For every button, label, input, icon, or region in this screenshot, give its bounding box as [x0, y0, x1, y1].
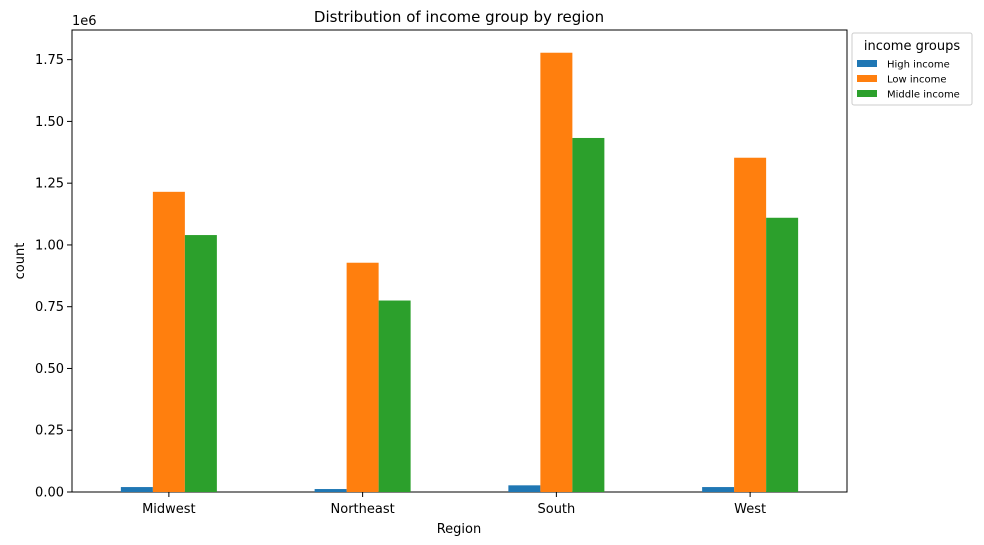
- legend-swatch: [857, 75, 877, 82]
- plot-frame: [71, 29, 848, 493]
- y-tick-label: 0.00: [35, 486, 64, 501]
- bar-low-income: [346, 262, 379, 492]
- x-axis: Midwest Northeast South West: [142, 492, 766, 517]
- legend-label: Middle income: [887, 90, 960, 101]
- bar-low-income: [540, 52, 573, 493]
- bar-middle-income: [766, 217, 799, 492]
- y-offset-label: 1e6: [72, 14, 97, 29]
- legend-frame: [851, 32, 973, 106]
- y-axis: 0.00 0.25 0.50 0.75 1.00 1.25 1.50 1.75: [35, 53, 72, 501]
- plot-area: 0.00 0.25 0.50 0.75 1.00 1.25 1.50 1.75 Midwest…: [35, 29, 848, 517]
- legend-items: High income Low income Middle income: [857, 60, 960, 101]
- bar-high-income: [120, 487, 153, 492]
- legend: income groups High income Low income Middl…: [851, 32, 973, 106]
- bars: [120, 52, 799, 493]
- legend-label: Low income: [887, 75, 947, 86]
- legend-label: High income: [887, 60, 950, 71]
- y-tick-label: 0.50: [35, 362, 64, 377]
- x-tick-label: South: [537, 502, 575, 517]
- bar-middle-income: [572, 137, 605, 492]
- bar-middle-income: [378, 300, 411, 492]
- bar-high-income: [702, 487, 735, 492]
- y-tick-label: 1.75: [35, 53, 64, 68]
- y-tick-label: 1.50: [35, 115, 64, 130]
- bar-high-income: [508, 485, 541, 492]
- x-tick-label: Midwest: [142, 502, 196, 517]
- chart-title: Distribution of income group by region: [314, 8, 604, 26]
- bar-low-income: [734, 157, 767, 492]
- x-axis-label: Region: [437, 522, 482, 537]
- y-tick-label: 0.75: [35, 300, 64, 315]
- y-tick-label: 1.00: [35, 238, 64, 253]
- bar-middle-income: [184, 235, 217, 492]
- bar-high-income: [314, 489, 347, 492]
- y-tick-label: 1.25: [35, 177, 64, 192]
- x-tick-label: West: [734, 502, 766, 517]
- legend-swatch: [857, 90, 877, 97]
- x-tick-label: Northeast: [331, 502, 395, 517]
- y-tick-label: 0.25: [35, 424, 64, 439]
- legend-swatch: [857, 60, 877, 67]
- legend-title: income groups: [864, 39, 961, 54]
- y-axis-label: count: [13, 243, 28, 280]
- bar-low-income: [152, 191, 185, 492]
